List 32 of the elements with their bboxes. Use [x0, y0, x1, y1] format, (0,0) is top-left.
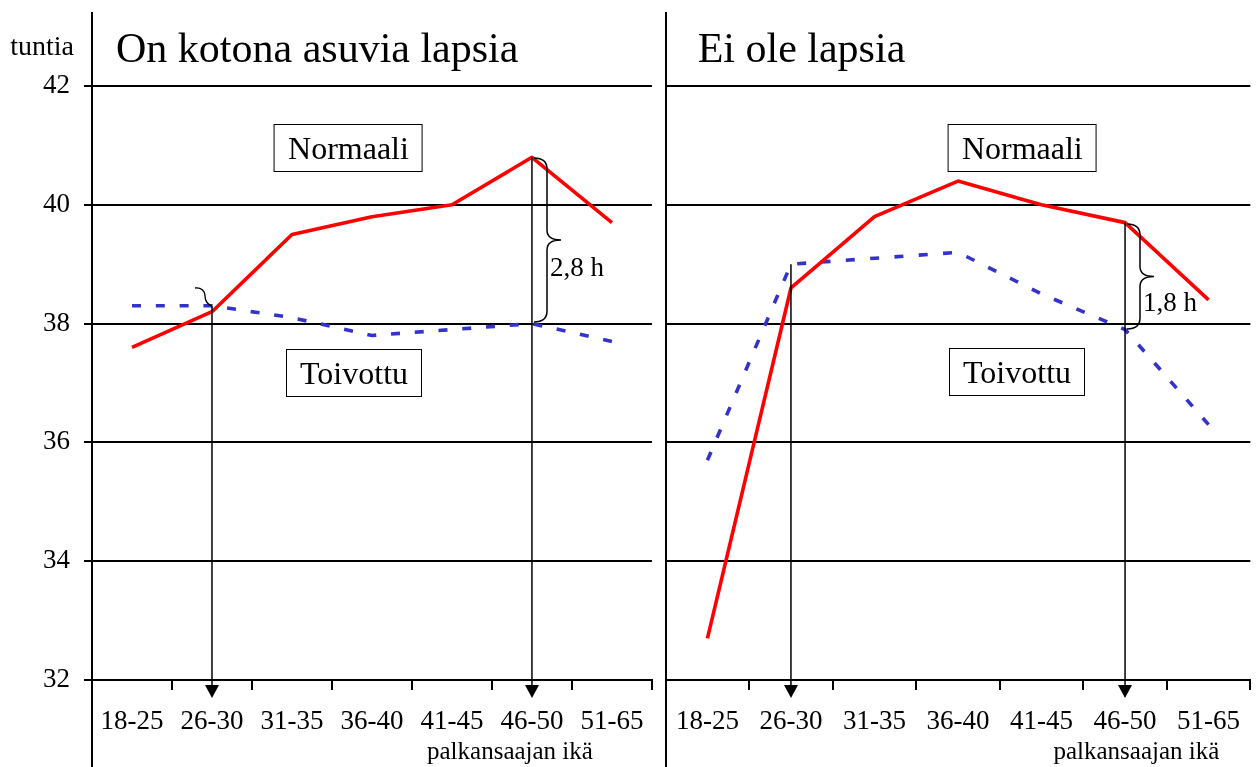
x-tick-label: 41-45 [420, 705, 484, 736]
x-tick-label: 18-25 [100, 705, 164, 736]
series-label: Normaali [947, 124, 1097, 173]
series-label: Normaali [274, 124, 423, 173]
series-label: Toivottu [949, 347, 1086, 396]
y-tick-label: 36 [43, 425, 70, 456]
y-tick-label: 40 [43, 187, 70, 218]
chart-title: On kotona asuvia lapsia [116, 25, 519, 71]
x-tick-label: 18-25 [675, 705, 739, 736]
y-tick-label: 32 [43, 663, 70, 694]
x-tick-label: 46-50 [1093, 705, 1157, 736]
x-tick-label: 41-45 [1010, 705, 1074, 736]
x-tick-label: 26-30 [180, 705, 244, 736]
y-tick-label: 38 [43, 306, 70, 337]
series-label: Toivottu [286, 348, 423, 397]
x-tick-label: 51-65 [580, 705, 644, 736]
x-axis-title: palkansaajan ikä [427, 737, 593, 764]
x-tick-label: 51-65 [1177, 705, 1241, 736]
chart-title: Ei ole lapsia [697, 25, 906, 71]
x-tick-label: 31-35 [260, 705, 324, 736]
x-tick-label: 46-50 [500, 705, 564, 736]
x-tick-label: 31-35 [842, 705, 906, 736]
y-tick-label: 34 [43, 544, 71, 575]
x-tick-label: 36-40 [926, 705, 990, 736]
x-tick-label: 26-30 [759, 705, 823, 736]
line-series [130, 303, 614, 344]
y-tick-label: 42 [43, 69, 70, 100]
y-axis-title: tuntia [10, 30, 75, 61]
x-tick-label: 36-40 [340, 705, 404, 736]
x-axis-title: palkansaajan ikä [1053, 737, 1220, 764]
annotation: 2,8 h [549, 251, 605, 282]
annotation: 1,8 h [1143, 287, 1198, 318]
